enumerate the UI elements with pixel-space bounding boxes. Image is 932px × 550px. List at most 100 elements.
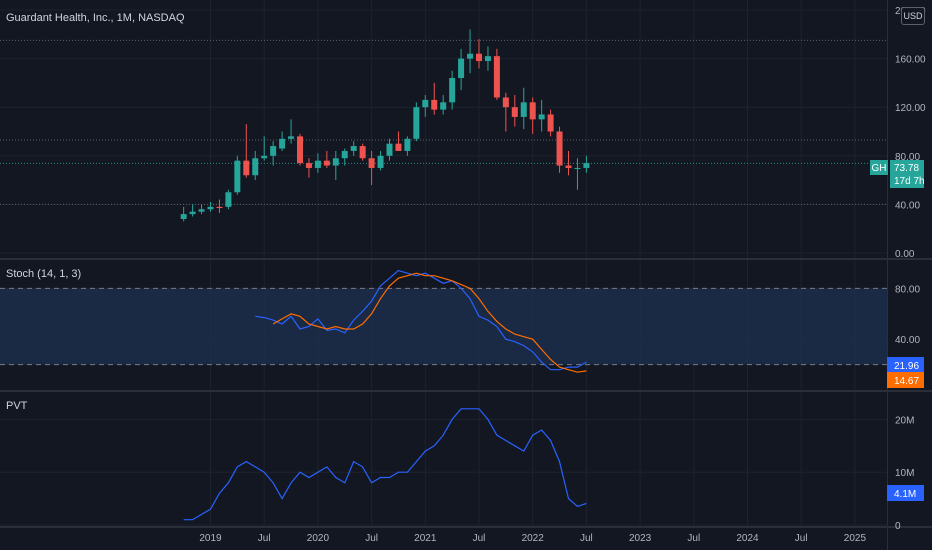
- price-tick-label: 120.00: [895, 103, 926, 114]
- candle-body: [440, 102, 447, 110]
- last-price-label: 73.78: [894, 163, 919, 174]
- candle-body: [431, 99, 438, 110]
- candle-body: [323, 160, 330, 166]
- candle: [198, 204, 205, 215]
- candle-body: [413, 107, 420, 139]
- candle: [449, 70, 456, 110]
- candle-body: [225, 192, 232, 207]
- pvt-value: 4.1M: [894, 489, 916, 500]
- candle-body: [180, 214, 187, 219]
- x-tick-label: 2025: [844, 533, 867, 544]
- price-tick-label: 40.00: [895, 200, 920, 211]
- x-tick-label: Jul: [258, 533, 271, 544]
- price-tick-label: 0.00: [895, 249, 915, 260]
- candle: [350, 141, 357, 156]
- candle-body: [502, 97, 509, 108]
- x-tick-label: Jul: [795, 533, 808, 544]
- stoch-label: Stoch (14, 1, 3): [6, 268, 81, 280]
- candle: [225, 189, 232, 210]
- dotted-levels: [0, 39, 887, 366]
- candle-body: [511, 107, 518, 117]
- candle-body: [288, 136, 295, 139]
- candle: [252, 150, 259, 181]
- pvt-badge: 4.1M: [887, 485, 924, 501]
- x-tick-label: 2021: [414, 533, 437, 544]
- x-tick-label: 2022: [522, 533, 545, 544]
- candle: [332, 150, 339, 181]
- stoch-k-badge: 21.96: [887, 357, 924, 373]
- stoch-lines: [255, 269, 587, 373]
- candle: [216, 199, 223, 213]
- countdown-label: 17d 7h: [894, 176, 925, 187]
- ticker-label: GH: [872, 163, 887, 174]
- candle: [279, 131, 286, 151]
- candle-body: [377, 155, 384, 168]
- candle: [234, 155, 241, 195]
- candle-body: [350, 146, 357, 151]
- candle: [377, 150, 384, 171]
- candle-body: [252, 158, 259, 176]
- pvt-tick-label: 20M: [895, 415, 914, 426]
- candle: [243, 124, 250, 178]
- candle: [493, 48, 500, 100]
- candle: [297, 133, 303, 166]
- x-tick-label: 2019: [199, 533, 222, 544]
- candle-body: [368, 158, 375, 168]
- candle-body: [314, 160, 321, 168]
- candle: [288, 119, 295, 144]
- stoch-tick-label: 80.00: [895, 284, 920, 295]
- candle-body: [422, 99, 429, 108]
- candle-body: [305, 163, 312, 168]
- candle-body: [359, 146, 366, 159]
- candle: [547, 109, 554, 137]
- candle-body: [574, 167, 581, 169]
- candle: [386, 138, 393, 161]
- candle: [574, 158, 581, 190]
- pvt-label: PVT: [6, 400, 28, 412]
- x-tick-label: Jul: [365, 533, 378, 544]
- candle-body: [520, 102, 527, 117]
- candle: [476, 39, 482, 69]
- x-tick-label: 2023: [629, 533, 652, 544]
- price-candles: [180, 29, 590, 222]
- candle: [413, 102, 420, 142]
- candle: [395, 131, 402, 151]
- candle-body: [565, 165, 572, 168]
- candle: [422, 95, 429, 117]
- candle-body: [538, 114, 545, 120]
- candle-body: [484, 56, 491, 62]
- candle: [484, 46, 491, 71]
- candle: [502, 92, 509, 132]
- candle: [431, 82, 438, 115]
- pvt-lines: [183, 408, 587, 521]
- series-line-d: [272, 272, 587, 373]
- candle: [207, 201, 214, 212]
- candle: [189, 204, 196, 217]
- candle-body: [216, 206, 223, 209]
- candle-body: [198, 209, 205, 212]
- candle: [565, 150, 572, 176]
- stoch-d-badge: 14.67: [887, 372, 924, 388]
- candle: [404, 136, 411, 156]
- currency-button[interactable]: USD: [901, 7, 925, 25]
- price-tick-label: 80.00: [895, 152, 920, 163]
- candle: [467, 29, 474, 74]
- candle-body: [270, 146, 277, 156]
- candle-body: [279, 138, 286, 149]
- candle-body: [547, 114, 554, 132]
- candle-body: [386, 143, 393, 156]
- stoch-band: [0, 288, 887, 365]
- x-axis[interactable]: 2019 Jul 2020 Jul 2021 Jul 2022 Jul 2023 Jul 2024 J…: [199, 533, 866, 544]
- grid-lines: [0, 0, 887, 527]
- pvt-tick-label: 0: [895, 521, 901, 532]
- stoch-tick-label: 40.00: [895, 335, 920, 346]
- candle: [270, 141, 277, 166]
- candle-body: [341, 150, 348, 159]
- candle: [511, 95, 518, 127]
- stoch-d-value: 14.67: [894, 376, 919, 387]
- candle-body: [189, 211, 196, 215]
- candle: [359, 143, 366, 161]
